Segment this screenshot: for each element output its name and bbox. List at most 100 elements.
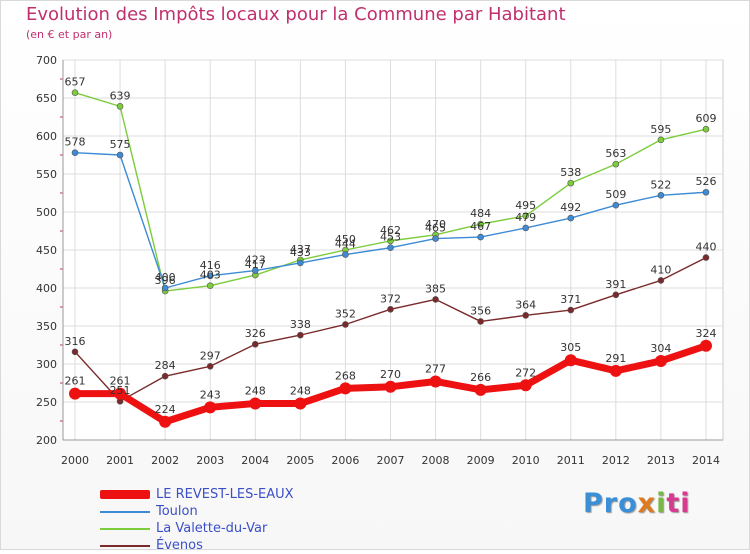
data-label-evenos: 385 — [425, 282, 446, 295]
data-point-valette — [206, 282, 214, 290]
y-tick-label: 350 — [36, 320, 57, 333]
data-label-toulon: 509 — [605, 188, 626, 201]
y-tick-label: 650 — [36, 92, 57, 105]
y-tick-label: 550 — [36, 168, 57, 181]
y-tick-label: 700 — [36, 54, 57, 67]
data-label-valette: 538 — [560, 166, 581, 179]
data-point-revest — [204, 401, 217, 414]
x-tick-label: 2001 — [106, 454, 134, 467]
x-tick-label: 2003 — [196, 454, 224, 467]
data-label-evenos: 364 — [515, 298, 536, 311]
data-label-evenos: 410 — [650, 263, 671, 276]
data-label-toulon: 575 — [110, 138, 131, 151]
data-label-toulon: 526 — [695, 175, 716, 188]
data-label-valette: 403 — [200, 269, 221, 282]
y-tick-label: 600 — [36, 130, 57, 143]
data-label-toulon: 423 — [245, 254, 266, 267]
data-label-revest: 304 — [650, 342, 671, 355]
data-point-toulon — [387, 244, 394, 252]
chart-title: Evolution des Impôts locaux pour la Comm… — [26, 4, 566, 25]
x-tick-label: 2012 — [602, 454, 630, 467]
data-label-toulon: 578 — [65, 136, 86, 149]
data-point-evenos — [161, 372, 169, 380]
data-point-revest — [249, 397, 262, 410]
data-label-toulon: 522 — [650, 178, 671, 191]
data-point-toulon — [116, 151, 124, 159]
data-label-valette: 462 — [380, 224, 401, 237]
data-point-evenos — [657, 277, 665, 284]
data-label-valette: 495 — [515, 199, 536, 212]
data-label-evenos: 352 — [335, 307, 356, 320]
data-point-toulon — [206, 272, 214, 280]
legend-item-toulon: Toulon — [100, 503, 294, 520]
data-label-evenos: 372 — [380, 292, 401, 305]
data-point-revest — [609, 364, 622, 377]
data-point-revest — [519, 379, 532, 392]
legend-label-revest: LE REVEST-LES-EAUX — [156, 487, 294, 502]
data-point-toulon — [251, 267, 259, 274]
data-label-revest: 261 — [110, 375, 131, 388]
data-point-revest — [384, 380, 397, 393]
data-point-revest — [339, 382, 352, 395]
data-point-revest — [294, 397, 307, 410]
data-label-toulon: 453 — [380, 231, 401, 244]
data-label-valette: 639 — [110, 89, 131, 102]
data-point-toulon — [477, 233, 484, 241]
data-label-valette: 657 — [65, 76, 86, 89]
data-label-revest: 324 — [695, 327, 716, 340]
data-label-valette: 563 — [605, 147, 626, 160]
data-label-toulon: 433 — [290, 246, 311, 259]
y-tick-label: 450 — [36, 244, 57, 257]
data-label-toulon: 416 — [200, 259, 221, 272]
data-label-evenos: 284 — [155, 359, 176, 372]
data-label-toulon: 444 — [335, 238, 356, 251]
data-point-evenos — [612, 291, 620, 299]
data-point-toulon — [702, 188, 710, 196]
y-tick-label: 200 — [36, 434, 57, 447]
data-label-evenos: 371 — [560, 293, 581, 306]
data-point-valette — [71, 89, 79, 96]
legend-item-evenos: Évenos — [100, 537, 294, 554]
data-label-valette: 437 — [290, 243, 311, 256]
data-label-valette: 450 — [335, 233, 356, 246]
data-label-evenos: 326 — [245, 327, 266, 340]
y-tick-label: 300 — [36, 358, 57, 371]
data-point-valette — [522, 212, 530, 220]
data-point-valette — [116, 103, 124, 110]
data-label-valette: 609 — [695, 112, 716, 125]
data-label-revest: 261 — [65, 375, 86, 388]
data-point-evenos — [251, 340, 259, 348]
data-point-valette — [387, 237, 394, 245]
data-point-valette — [612, 160, 620, 168]
x-tick-label: 2011 — [557, 454, 585, 467]
data-label-valette: 417 — [245, 258, 266, 271]
data-point-evenos — [206, 362, 214, 370]
data-point-toulon — [161, 284, 169, 292]
data-label-toulon: 465 — [425, 222, 446, 235]
data-point-toulon — [612, 201, 620, 209]
data-point-toulon — [71, 149, 79, 157]
data-point-evenos — [71, 348, 79, 356]
data-point-valette — [657, 136, 665, 144]
data-point-revest — [654, 354, 667, 367]
data-label-evenos: 316 — [65, 335, 86, 348]
data-point-evenos — [342, 321, 349, 328]
data-label-revest: 272 — [515, 366, 536, 379]
data-label-revest: 305 — [560, 341, 581, 354]
data-label-evenos: 391 — [605, 278, 626, 291]
data-point-toulon — [297, 259, 304, 267]
y-tick-label: 400 — [36, 282, 57, 295]
legend-item-revest: LE REVEST-LES-EAUX — [100, 486, 294, 503]
data-label-toulon: 492 — [560, 201, 581, 214]
data-label-valette: 396 — [155, 274, 176, 287]
x-tick-label: 2010 — [512, 454, 540, 467]
legend-swatch-toulon — [100, 510, 150, 513]
data-point-evenos — [477, 318, 484, 325]
data-label-revest: 224 — [155, 403, 176, 416]
data-point-revest — [69, 387, 81, 400]
data-label-evenos: 251 — [110, 384, 131, 397]
legend-swatch-valette — [100, 527, 150, 530]
data-label-revest: 248 — [245, 385, 266, 398]
data-point-valette — [567, 179, 575, 187]
data-label-revest: 248 — [290, 385, 311, 398]
